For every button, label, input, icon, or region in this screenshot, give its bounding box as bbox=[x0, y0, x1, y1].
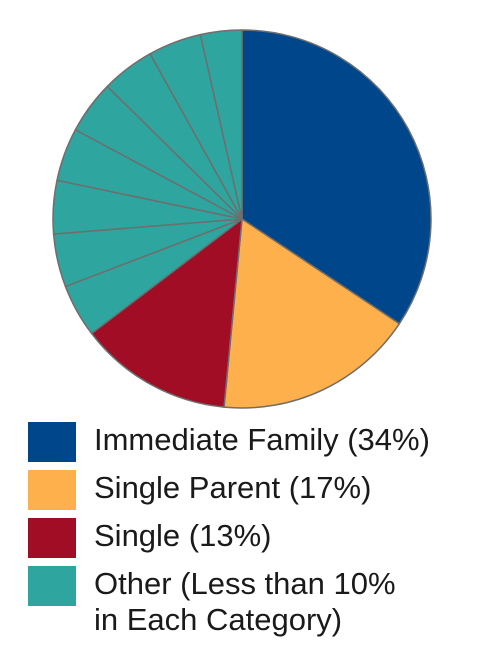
legend-swatch-immediate-family bbox=[28, 422, 76, 462]
legend-item-immediate-family: Immediate Family (34%) bbox=[28, 420, 478, 468]
slice-other-8 bbox=[199, 29, 243, 220]
pie-chart bbox=[52, 29, 432, 409]
legend-label-single-parent: Single Parent (17%) bbox=[94, 470, 372, 505]
legend-label-single: Single (13%) bbox=[94, 518, 272, 553]
legend-item-other: Other (Less than 10% in Each Category) bbox=[28, 564, 478, 644]
chart-legend: Immediate Family (34%) Single Parent (17… bbox=[28, 420, 478, 644]
legend-item-single-parent: Single Parent (17%) bbox=[28, 468, 478, 516]
legend-label-other: Other (Less than 10% in Each Category) bbox=[94, 566, 396, 637]
legend-item-single: Single (13%) bbox=[28, 516, 478, 564]
legend-swatch-single-parent bbox=[28, 470, 76, 510]
slice-single-parent bbox=[223, 218, 401, 409]
legend-swatch-single bbox=[28, 518, 76, 558]
slice-single bbox=[90, 218, 243, 408]
legend-swatch-other bbox=[28, 566, 76, 606]
legend-label-immediate-family: Immediate Family (34%) bbox=[94, 422, 430, 457]
